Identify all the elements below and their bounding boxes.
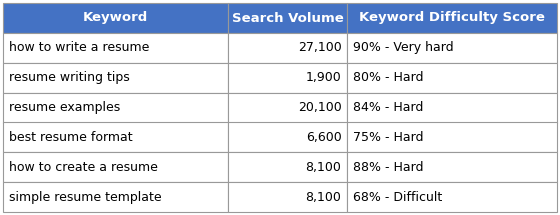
Bar [227, 123, 347, 152]
Bar [227, 3, 347, 33]
Bar [227, 33, 347, 63]
Text: 84% - Hard: 84% - Hard [353, 101, 424, 114]
Text: 80% - Hard: 80% - Hard [353, 71, 424, 84]
Bar [227, 63, 347, 93]
Text: 8,100: 8,100 [306, 161, 342, 174]
Bar [347, 93, 557, 123]
Text: 1,900: 1,900 [306, 71, 342, 84]
Bar [3, 182, 227, 212]
Bar [347, 33, 557, 63]
Text: 88% - Hard: 88% - Hard [353, 161, 424, 174]
Bar [3, 63, 227, 93]
Text: how to write a resume: how to write a resume [9, 41, 150, 54]
Text: Search Volume: Search Volume [232, 11, 343, 25]
Bar [3, 123, 227, 152]
Text: 20,100: 20,100 [297, 101, 342, 114]
Bar [3, 152, 227, 182]
Bar [3, 33, 227, 63]
Text: 6,600: 6,600 [306, 131, 342, 144]
Text: 27,100: 27,100 [297, 41, 342, 54]
Bar [3, 3, 227, 33]
Bar [227, 93, 347, 123]
Text: simple resume template: simple resume template [9, 190, 162, 204]
Text: Keyword: Keyword [83, 11, 148, 25]
Text: 68% - Difficult: 68% - Difficult [353, 190, 442, 204]
Text: Keyword Difficulty Score: Keyword Difficulty Score [360, 11, 545, 25]
Bar [347, 63, 557, 93]
Text: resume examples: resume examples [9, 101, 120, 114]
Bar [3, 93, 227, 123]
Bar [227, 182, 347, 212]
Text: resume writing tips: resume writing tips [9, 71, 130, 84]
Text: 75% - Hard: 75% - Hard [353, 131, 424, 144]
Bar [347, 123, 557, 152]
Bar [347, 182, 557, 212]
Text: 90% - Very hard: 90% - Very hard [353, 41, 454, 54]
Text: how to create a resume: how to create a resume [9, 161, 158, 174]
Bar [227, 152, 347, 182]
Text: 8,100: 8,100 [306, 190, 342, 204]
Bar [347, 152, 557, 182]
Text: best resume format: best resume format [9, 131, 133, 144]
Bar [347, 3, 557, 33]
